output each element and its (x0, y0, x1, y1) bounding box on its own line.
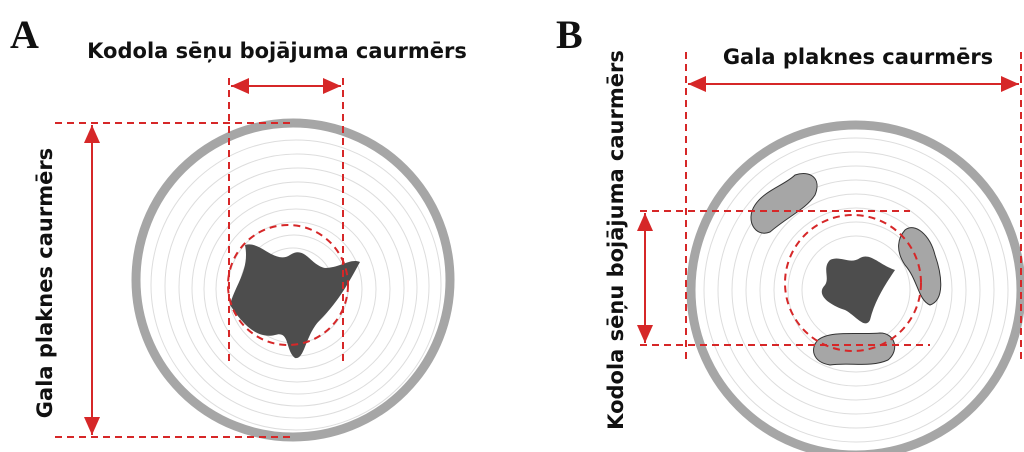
panel-b: B Gala plaknes caurmērs Kodola sēņu bojā… (556, 12, 1021, 452)
top-label: Kodola sēņu bojājuma caurmērs (87, 39, 467, 63)
diagram: A Kodola sēņu bojājuma caurmērs Gala pla… (0, 0, 1024, 452)
top-label: Gala plaknes caurmērs (723, 45, 993, 69)
panel-letter: B (556, 12, 583, 57)
panel-letter: A (10, 12, 39, 57)
decay-patch (814, 333, 895, 365)
side-label: Gala plaknes caurmērs (33, 148, 57, 418)
side-label: Kodola sēņu bojājuma caurmērs (604, 50, 628, 430)
decay-blob (822, 256, 895, 323)
panel-a: A Kodola sēņu bojājuma caurmērs Gala pla… (10, 12, 467, 437)
